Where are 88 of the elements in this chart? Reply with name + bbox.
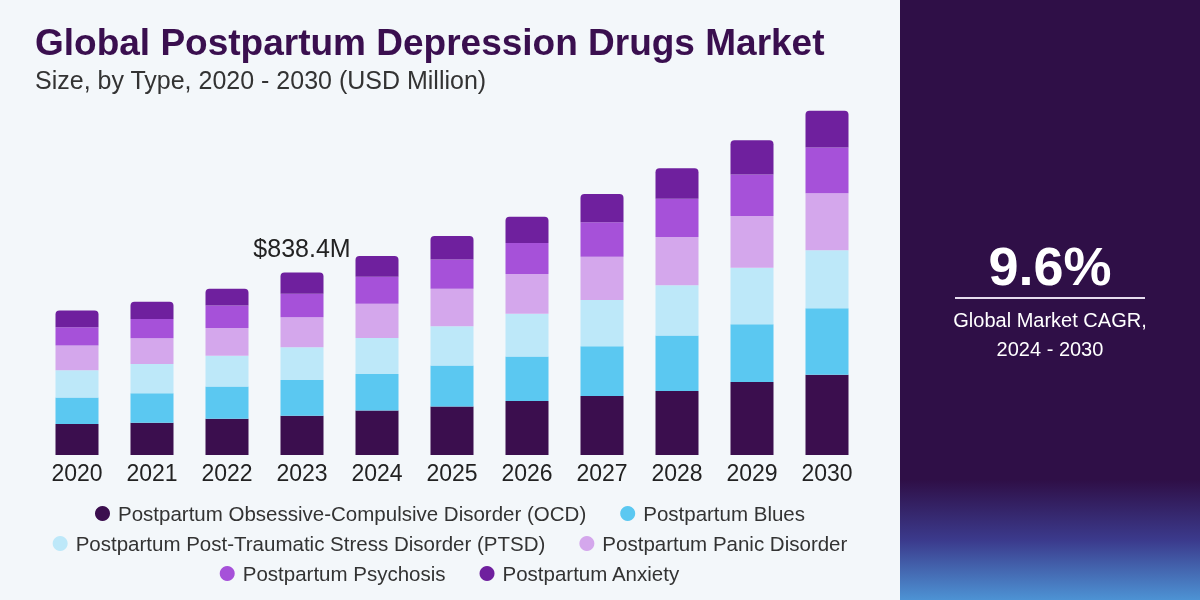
x-tick-label: 2021 xyxy=(126,459,178,486)
chart-title: Global Postpartum Depression Drugs Market xyxy=(35,22,825,63)
x-tick-label: 2024 xyxy=(351,459,403,486)
bar xyxy=(130,319,174,339)
bar xyxy=(355,255,399,277)
bar xyxy=(430,288,474,327)
bar xyxy=(205,355,249,387)
bar xyxy=(505,216,549,243)
bar xyxy=(355,337,399,375)
bar xyxy=(655,335,699,391)
legend-label: Postpartum Anxiety xyxy=(502,562,680,585)
bar xyxy=(505,400,549,455)
bar xyxy=(280,272,324,294)
legend-label: Postpartum Post-Traumatic Stress Disorder (PTSD) xyxy=(75,532,546,555)
legend-label: Postpartum Panic Disorder xyxy=(602,532,848,555)
bar xyxy=(280,317,324,348)
bar xyxy=(730,382,774,455)
bar xyxy=(580,300,624,347)
bar xyxy=(580,346,624,397)
bar xyxy=(430,326,474,366)
bar xyxy=(730,216,774,268)
bar xyxy=(505,356,549,401)
bar xyxy=(805,147,849,194)
bar xyxy=(805,250,849,309)
bar xyxy=(205,305,249,328)
legend-label: Postpartum Blues xyxy=(643,502,806,525)
bar xyxy=(280,379,324,416)
chart-subtitle: Size, by Type, 2020 - 2030 (USD Million) xyxy=(35,65,487,94)
bar xyxy=(730,267,774,325)
bar xyxy=(130,393,174,423)
x-tick-label: 2027 xyxy=(576,459,628,486)
bar xyxy=(55,424,99,455)
bar xyxy=(655,237,699,286)
bar xyxy=(280,415,324,455)
bar xyxy=(505,273,549,314)
bar xyxy=(655,285,699,336)
bar xyxy=(430,406,474,455)
bar xyxy=(130,422,174,455)
bar xyxy=(805,193,849,251)
legend-label: Postpartum Psychosis xyxy=(242,562,446,585)
bar xyxy=(580,396,624,455)
bar xyxy=(430,236,474,260)
bar xyxy=(205,327,249,356)
x-tick-label: 2029 xyxy=(726,459,778,486)
bar xyxy=(55,345,99,371)
bar xyxy=(580,222,624,257)
bar xyxy=(655,168,699,199)
bar xyxy=(130,301,174,319)
x-tick-label: 2023 xyxy=(276,459,328,486)
annotation: $838.4M xyxy=(253,234,351,263)
x-tick-label: 2025 xyxy=(426,459,478,486)
x-tick-label: 2028 xyxy=(651,459,703,486)
bar xyxy=(580,194,624,223)
bar xyxy=(280,293,324,318)
bar xyxy=(55,310,99,328)
bar xyxy=(805,308,849,375)
bar xyxy=(205,386,249,419)
bar xyxy=(355,374,399,411)
x-tick-label: 2022 xyxy=(201,459,253,486)
x-tick-label: 2030 xyxy=(801,459,853,486)
bar xyxy=(205,288,249,306)
bar xyxy=(655,198,699,238)
x-tick-label: 2020 xyxy=(51,459,103,486)
bar xyxy=(430,365,474,407)
bar xyxy=(505,242,549,274)
bar xyxy=(130,364,174,394)
text: Global Market CAGR, 2024 - 2030 xyxy=(953,309,1147,360)
bar xyxy=(205,418,249,455)
bar xyxy=(805,374,849,455)
bar xyxy=(355,410,399,455)
bar xyxy=(55,397,99,425)
bar xyxy=(430,259,474,289)
bar xyxy=(355,303,399,338)
text: 9.6% xyxy=(988,236,1112,296)
bar xyxy=(355,276,399,304)
bar xyxy=(55,370,99,398)
bar xyxy=(280,347,324,380)
bar xyxy=(730,140,774,175)
x-tick-label: 2026 xyxy=(501,459,553,486)
bar xyxy=(580,256,624,301)
bar xyxy=(730,324,774,383)
bar xyxy=(505,313,549,357)
bar xyxy=(730,174,774,217)
bar xyxy=(55,327,99,346)
bar xyxy=(655,390,699,455)
legend-label: Postpartum Obsessive-Compulsive Disorder (OCD) xyxy=(118,502,587,525)
bar xyxy=(130,338,174,365)
bar xyxy=(805,110,849,148)
